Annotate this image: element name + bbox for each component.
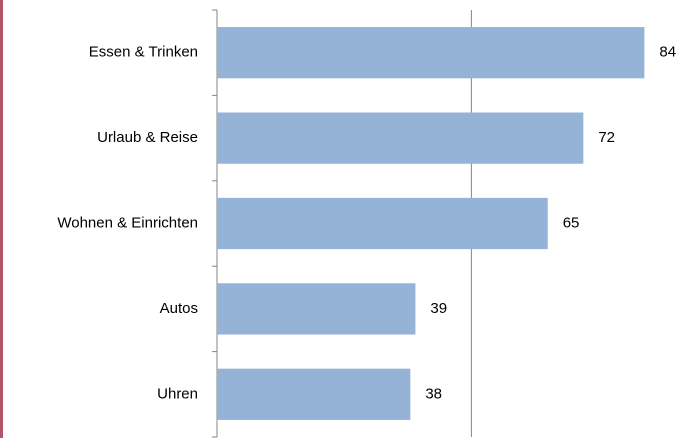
- value-label: 39: [430, 300, 447, 317]
- y-tick-label: Essen & Trinken: [89, 44, 198, 61]
- value-label: 38: [425, 385, 442, 402]
- bar: [217, 112, 584, 164]
- y-tick-label: Autos: [160, 300, 198, 317]
- bar: [217, 283, 416, 335]
- bar: [217, 368, 411, 420]
- bar: [217, 27, 645, 79]
- image-edge: [0, 0, 3, 438]
- value-label: 65: [563, 214, 580, 231]
- value-label: 72: [598, 129, 615, 146]
- y-tick-label: Uhren: [157, 385, 198, 402]
- y-tick-label: Urlaub & Reise: [97, 129, 198, 146]
- bar: [217, 197, 548, 250]
- y-tick-label: Wohnen & Einrichten: [57, 214, 198, 231]
- value-label: 84: [659, 44, 676, 61]
